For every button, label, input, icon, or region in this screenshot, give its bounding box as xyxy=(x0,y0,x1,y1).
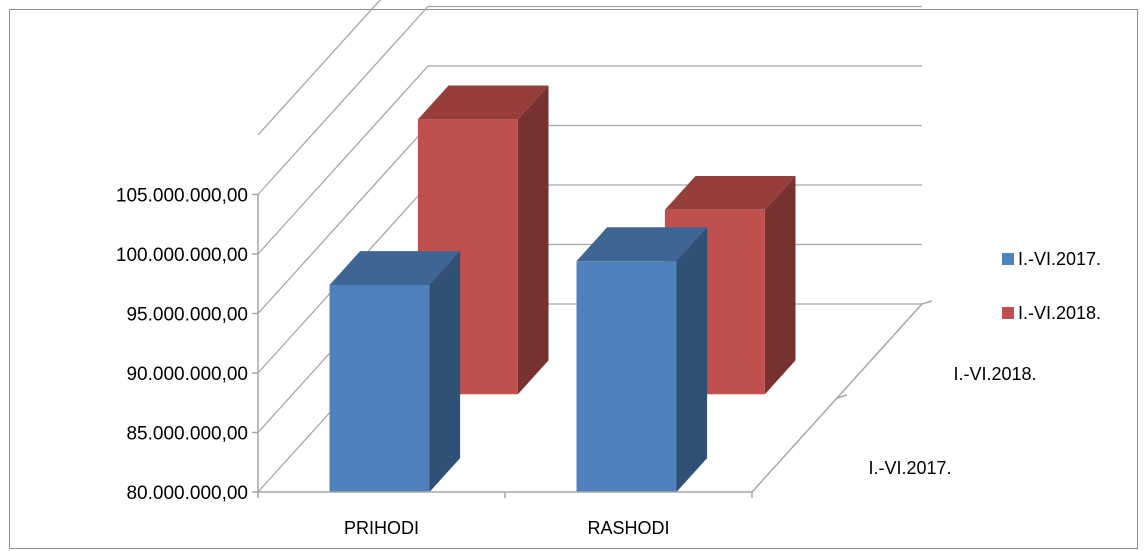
bar-top-face xyxy=(329,251,461,285)
y-tick-label: 80.000.000,00 xyxy=(126,483,248,504)
axes xyxy=(252,193,933,498)
bar-I.-VI.2017.-PRIHODI xyxy=(329,284,430,492)
legend-label: I.-VI.2018. xyxy=(1018,303,1101,323)
bar-top-face xyxy=(664,175,796,210)
y-tick-label: 100.000.000,00 xyxy=(116,245,248,266)
gridline-side xyxy=(257,125,429,314)
bar-side-face xyxy=(517,85,549,395)
gridline-side xyxy=(257,6,429,195)
y-tick-label: 105.000.000,00 xyxy=(116,186,248,207)
legend: I.-VI.2017. I.-VI.2018. xyxy=(1002,249,1101,323)
y-tick-label: 85.000.000,00 xyxy=(126,424,248,445)
depth-axis-tick xyxy=(836,394,848,399)
depth-label: I.-VI.2018. xyxy=(954,364,1037,384)
x-tick-label: PRIHODI xyxy=(344,518,419,538)
gridline-side xyxy=(257,65,429,255)
y-tick-label: 95.000.000,00 xyxy=(126,305,248,326)
legend-swatch xyxy=(1002,253,1014,265)
bar-side-face xyxy=(676,227,708,493)
chart-frame xyxy=(9,9,1138,549)
axis-labels: 80.000.000,00 85.000.000,00 90.000.000,00 9… xyxy=(116,186,1037,539)
depth-axis-tick xyxy=(921,300,933,305)
depth-label: I.-VI.2017. xyxy=(869,458,952,478)
gridline-side xyxy=(257,0,381,136)
legend-swatch xyxy=(1002,307,1014,319)
bar-top-face xyxy=(576,227,708,262)
y-tick-label: 90.000.000,00 xyxy=(126,364,248,385)
bar-top-face xyxy=(417,85,549,120)
bar-side-face xyxy=(429,251,461,492)
x-tick-label: RASHODI xyxy=(587,518,669,538)
bar-side-face xyxy=(764,175,796,395)
bars xyxy=(329,85,796,493)
legend-label: I.-VI.2017. xyxy=(1018,249,1101,269)
bar-I.-VI.2017.-RASHODI xyxy=(576,261,677,492)
